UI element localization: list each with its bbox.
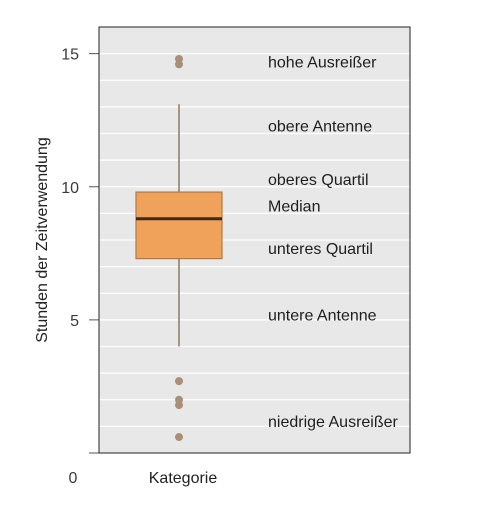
outliers bbox=[175, 54, 183, 442]
box-plot bbox=[135, 104, 223, 347]
y-axis-title: Stunden der Zeitverwendung bbox=[34, 137, 51, 342]
annotation-label: unteres Quartil bbox=[268, 241, 373, 258]
interquartile-box bbox=[135, 191, 223, 260]
annotation-label: niedrige Ausreißer bbox=[268, 414, 399, 431]
annotation-label: hohe Ausreißer bbox=[268, 55, 377, 72]
annotation-label: Median bbox=[268, 198, 320, 215]
origin-label: 0 bbox=[69, 470, 78, 487]
y-tick-label: 10 bbox=[61, 180, 79, 197]
x-category-label: Kategorie bbox=[149, 470, 218, 487]
annotation-label: untere Antenne bbox=[268, 308, 377, 325]
outlier-point bbox=[175, 433, 183, 442]
y-tick-label: 15 bbox=[61, 47, 79, 64]
outlier-point bbox=[175, 377, 183, 386]
outlier-point bbox=[175, 401, 183, 410]
outlier-point bbox=[175, 60, 183, 69]
y-tick-label: 5 bbox=[70, 313, 79, 330]
y-axis-ticks: 5 10 15 bbox=[61, 47, 99, 454]
annotation-label: oberes Quartil bbox=[268, 172, 369, 189]
plot-frame bbox=[98, 26, 411, 454]
annotation-label: obere Antenne bbox=[268, 119, 372, 136]
annotations: hohe Ausreißer obere Antenne oberes Quarti… bbox=[268, 55, 399, 431]
